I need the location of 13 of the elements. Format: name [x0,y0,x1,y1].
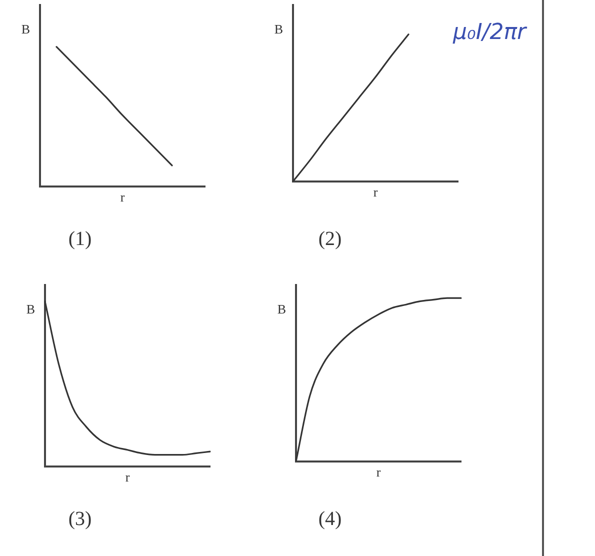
text: (3) [67,508,93,531]
y-axis-title: B [277,301,286,316]
text: (2) [317,228,343,251]
x-axis-title: r [120,190,126,205]
y-axis-title: B [21,21,30,36]
text: (1) [67,228,93,251]
x-axis-title: r [125,470,130,485]
x-axis-title: r [373,184,378,200]
annotation: μ₀I/2πr [453,20,526,45]
text: (4) [317,508,343,531]
x-axis-title: r [376,464,382,480]
y-axis-title: B [26,301,36,316]
y-axis-title: B [274,21,284,36]
